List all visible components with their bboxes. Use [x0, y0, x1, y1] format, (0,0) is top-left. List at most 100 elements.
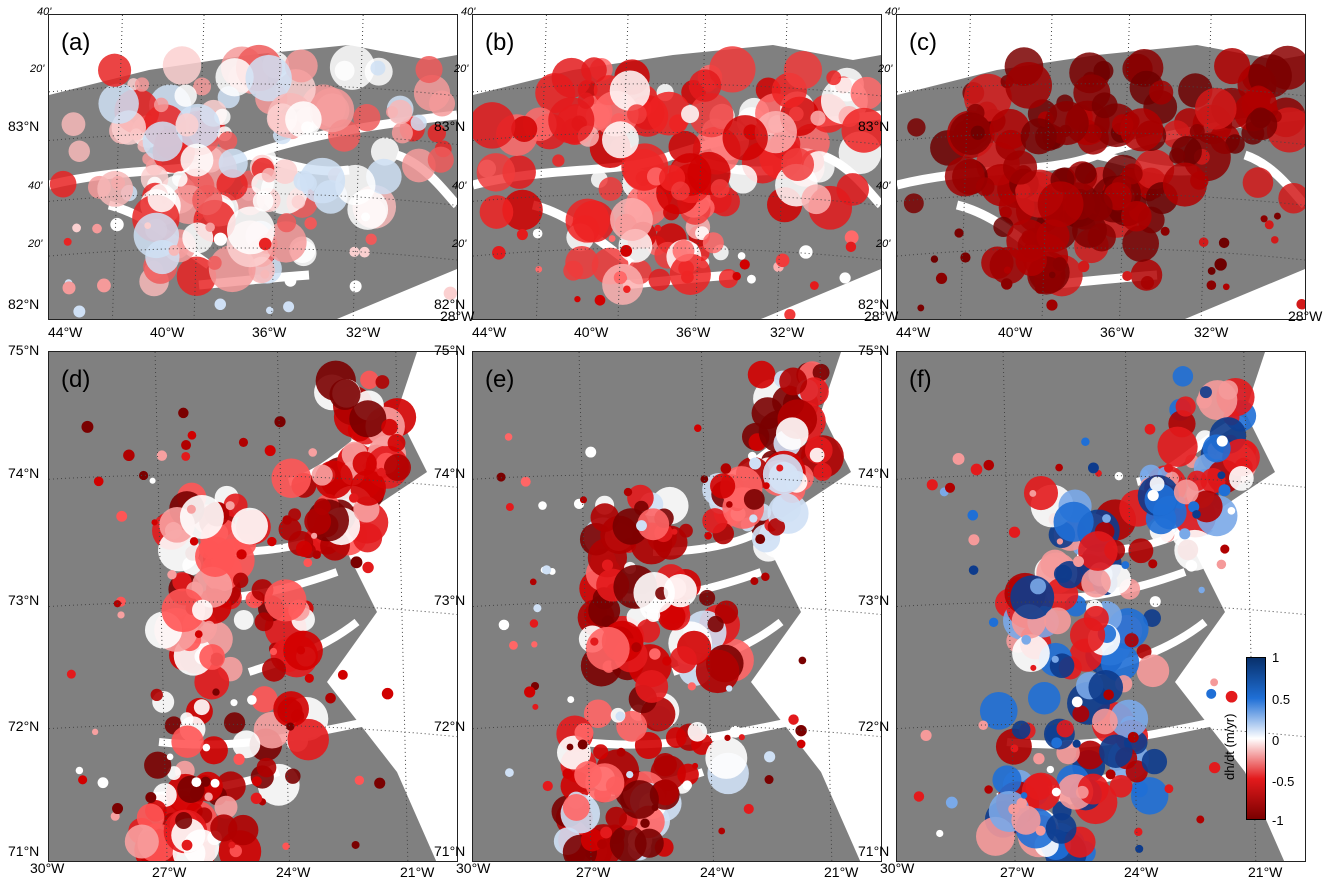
- dhdt-blob: [370, 60, 386, 76]
- dhdt-blob: [1012, 634, 1050, 673]
- dhdt-point: [1206, 688, 1217, 699]
- dhdt-blob: [402, 148, 436, 183]
- dhdt-blob: [476, 153, 516, 192]
- lat-tick: 83°N: [858, 118, 890, 134]
- dhdt-blob: [944, 156, 985, 197]
- dhdt-blob: [687, 722, 708, 742]
- dhdt-point: [1056, 538, 1064, 545]
- graticule: [473, 474, 881, 488]
- dhdt-blob: [272, 159, 298, 184]
- dhdt-point: [762, 482, 770, 490]
- dhdt-blob: [174, 84, 197, 107]
- ocean-area: [49, 15, 457, 95]
- dhdt-blob: [635, 669, 669, 703]
- dhdt-point: [631, 642, 642, 653]
- dhdt-blob: [565, 198, 610, 243]
- dhdt-blob: [634, 828, 664, 858]
- dhdt-point: [1164, 784, 1174, 794]
- dhdt-point: [225, 501, 235, 511]
- dhdt-blob: [1015, 182, 1031, 199]
- graticule: [49, 723, 457, 738]
- dhdt-point: [809, 281, 819, 290]
- dhdt-point: [873, 281, 881, 290]
- dhdt-blob: [699, 589, 716, 606]
- dhdt-point: [123, 449, 135, 462]
- dhdt-point: [63, 237, 72, 246]
- dhdt-point: [1264, 220, 1274, 230]
- dhdt-blob: [261, 167, 277, 183]
- dhdt-point: [1048, 271, 1056, 279]
- map-canvas: [897, 352, 1305, 861]
- dhdt-point: [1035, 825, 1046, 836]
- dhdt-point: [181, 839, 193, 851]
- dhdt-point: [935, 272, 948, 285]
- dhdt-blob: [574, 723, 594, 743]
- dhdt-point: [1033, 753, 1045, 765]
- dhdt-point: [274, 416, 286, 428]
- ocean-area: [337, 269, 457, 319]
- lat-tick: 75°N: [858, 342, 890, 358]
- dhdt-blob: [634, 731, 663, 760]
- dhdt-blob: [633, 572, 675, 614]
- dhdt-blob: [473, 102, 516, 149]
- dhdt-blob: [1037, 181, 1084, 228]
- dhdt-blob: [609, 70, 651, 111]
- lat-tick: 73°N: [434, 592, 466, 608]
- dhdt-point: [585, 446, 597, 458]
- lat-tick: 72°N: [434, 718, 466, 734]
- dhdt-blob: [1245, 108, 1278, 141]
- dhdt-point: [204, 792, 213, 801]
- dhdt-blob: [147, 183, 176, 213]
- dhdt-blob: [124, 824, 159, 859]
- dhdt-point: [729, 725, 742, 738]
- dhdt-blob: [1099, 734, 1133, 768]
- graticule: [1002, 352, 1016, 861]
- dhdt-blob: [98, 53, 132, 87]
- dhdt-blob: [1075, 785, 1089, 799]
- graticule: [193, 15, 205, 319]
- dhdt-blob: [552, 154, 565, 167]
- dhdt-point: [755, 534, 766, 545]
- dhdt-blob: [193, 77, 212, 96]
- dhdt-blob: [1131, 780, 1148, 798]
- dhdt-blob: [747, 360, 776, 389]
- graticule: [271, 15, 283, 319]
- dhdt-blob: [779, 367, 808, 396]
- dhdt-point: [944, 482, 956, 493]
- dhdt-blob: [207, 255, 222, 270]
- dhdt-point: [260, 269, 270, 279]
- dhdt-blob: [245, 55, 292, 102]
- panel-label: (a): [61, 29, 91, 56]
- dhdt-blob: [583, 699, 613, 728]
- dhdt-blob: [772, 493, 802, 523]
- dhdt-point: [704, 531, 712, 540]
- dhdt-point: [189, 537, 199, 546]
- dhdt-blob: [299, 157, 346, 204]
- dhdt-blob: [602, 263, 644, 305]
- dhdt-point: [952, 453, 965, 465]
- dhdt-blob: [810, 110, 826, 126]
- dhdt-blob: [49, 170, 77, 198]
- panel-label: (d): [61, 366, 91, 393]
- dhdt-blob: [775, 417, 809, 450]
- dhdt-blob: [502, 189, 543, 231]
- lat-tick: 75°N: [434, 342, 466, 358]
- lon-tick: 44°W: [472, 324, 507, 340]
- ocean-area: [473, 15, 881, 95]
- dhdt-blob: [142, 121, 183, 162]
- graticule: [897, 192, 1305, 206]
- graticule: [395, 352, 409, 861]
- dhdt-point: [325, 692, 336, 704]
- dhdt-point: [1073, 556, 1085, 568]
- lon-tick: 24°W: [276, 864, 311, 880]
- minute-tick: 20': [452, 238, 467, 250]
- dhdt-blob: [313, 498, 331, 516]
- graticule: [1041, 15, 1053, 319]
- dhdt-point: [615, 711, 626, 722]
- dhdt-blob: [262, 657, 286, 682]
- dhdt-blob: [709, 46, 756, 93]
- dhdt-point: [562, 768, 573, 779]
- dhdt-blob: [1081, 568, 1111, 598]
- ocean-area: [761, 269, 881, 319]
- dhdt-point: [1217, 471, 1226, 480]
